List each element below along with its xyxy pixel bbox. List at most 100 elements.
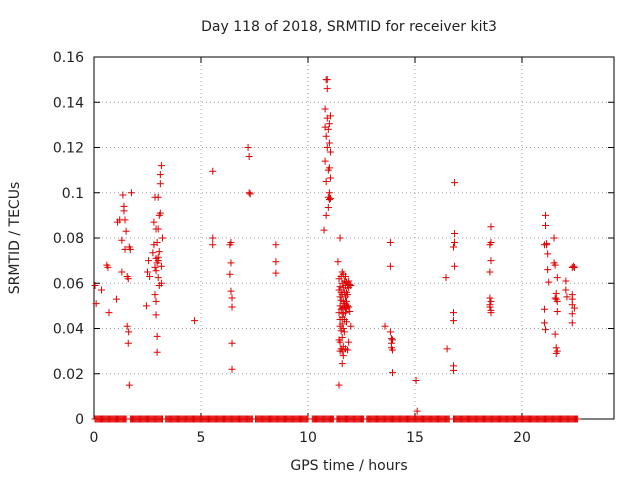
data-point <box>146 272 154 280</box>
data-point <box>157 262 165 270</box>
x-tick-label: 15 <box>406 430 424 446</box>
data-point <box>157 279 165 287</box>
data-point <box>324 203 332 211</box>
data-point <box>443 345 451 353</box>
data-point <box>487 297 495 305</box>
data-point <box>324 125 332 133</box>
data-point <box>158 234 166 242</box>
data-point <box>334 258 342 266</box>
data-point <box>209 241 217 249</box>
y-tick-label: 0 <box>75 412 84 428</box>
data-point <box>338 360 346 368</box>
x-axis-label: GPS time / hours <box>290 458 407 474</box>
data-point <box>451 179 459 187</box>
data-point <box>553 308 561 316</box>
data-point <box>542 222 550 230</box>
data-point <box>323 85 331 93</box>
data-point <box>389 336 397 344</box>
data-point <box>545 278 553 286</box>
data-point <box>320 226 328 234</box>
data-point <box>551 330 559 338</box>
data-point <box>209 167 217 175</box>
data-point <box>343 297 351 305</box>
data-point <box>157 162 165 170</box>
data-point <box>143 268 151 276</box>
data-point <box>91 282 99 290</box>
data-point <box>487 239 495 247</box>
data-point <box>570 263 578 271</box>
data-point <box>336 234 344 242</box>
data-point <box>344 302 352 310</box>
data-point <box>550 234 558 242</box>
data-point <box>154 225 162 233</box>
grid-lines <box>94 57 614 419</box>
data-point <box>442 274 450 282</box>
data-point <box>156 171 164 179</box>
data-point <box>191 317 199 325</box>
data-point <box>125 381 133 389</box>
data-point <box>245 153 253 161</box>
data-point <box>540 305 548 313</box>
data-point <box>389 346 397 354</box>
data-point <box>156 209 164 217</box>
data-point <box>155 248 163 256</box>
data-point <box>553 274 561 282</box>
data-point <box>386 239 394 247</box>
data-point <box>122 227 130 235</box>
data-point <box>450 317 458 325</box>
data-point <box>323 144 331 151</box>
data-point <box>152 297 160 305</box>
data-point <box>347 282 355 290</box>
data-point <box>487 223 495 231</box>
data-point <box>151 263 159 271</box>
x-tick-label: 20 <box>513 430 531 446</box>
data-point <box>386 328 394 336</box>
data-point <box>542 326 550 334</box>
data-point <box>553 297 561 305</box>
data-point <box>272 241 280 249</box>
x-tick-label: 5 <box>197 430 206 446</box>
data-point <box>338 334 346 342</box>
data-point <box>121 216 129 224</box>
data-point <box>451 229 459 237</box>
data-point <box>120 207 128 215</box>
data-point <box>568 310 576 318</box>
data-point <box>154 274 162 282</box>
data-point <box>486 294 494 302</box>
data-point <box>118 268 126 276</box>
data-point <box>245 189 253 197</box>
data-point <box>227 259 235 267</box>
data-point <box>246 190 254 198</box>
data-point <box>563 293 571 301</box>
data-point <box>228 303 236 311</box>
data-point <box>326 112 334 120</box>
data-point <box>544 250 552 258</box>
data-point <box>345 277 353 285</box>
data-point <box>228 365 236 373</box>
data-point <box>542 211 550 219</box>
data-point <box>151 291 159 299</box>
data-point <box>152 311 160 319</box>
data-point <box>451 262 459 270</box>
data-point <box>326 148 334 156</box>
data-point <box>112 295 120 303</box>
data-point <box>228 294 236 302</box>
data-point <box>325 196 333 204</box>
data-point <box>340 328 348 336</box>
data-point <box>450 309 458 317</box>
data-point <box>486 268 494 276</box>
data-point <box>451 239 459 247</box>
data-point <box>104 263 112 271</box>
data-point <box>244 144 252 151</box>
data-point <box>345 338 353 346</box>
data-point <box>562 277 570 285</box>
data-point <box>142 302 150 310</box>
data-point <box>124 339 132 347</box>
data-point <box>345 303 353 311</box>
data-point <box>228 339 236 347</box>
data-point <box>323 76 331 84</box>
data-point <box>562 286 570 294</box>
data-point <box>413 407 421 415</box>
data-point <box>339 352 347 360</box>
data-point <box>154 253 162 261</box>
